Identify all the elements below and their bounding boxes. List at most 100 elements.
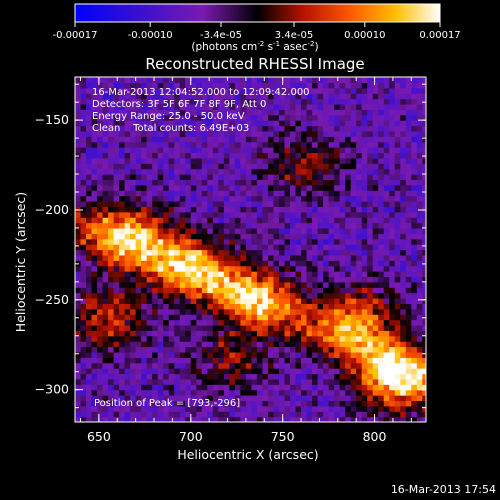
heatmap-cell bbox=[91, 249, 98, 256]
heatmap-cell bbox=[130, 373, 137, 380]
heatmap-cell bbox=[262, 179, 269, 186]
heatmap-cell bbox=[422, 87, 426, 94]
heatmap-cell bbox=[356, 308, 363, 315]
heatmap-cell bbox=[245, 98, 253, 105]
heatmap-cell bbox=[367, 103, 374, 110]
heatmap-cell bbox=[345, 411, 352, 418]
heatmap-cell bbox=[328, 136, 335, 143]
heatmap-cell bbox=[240, 163, 247, 170]
heatmap-cell bbox=[345, 330, 352, 337]
heatmap-cell bbox=[350, 190, 357, 197]
heatmap-cell bbox=[179, 416, 186, 422]
heatmap-cell bbox=[119, 411, 126, 418]
heatmap-cell bbox=[345, 109, 352, 116]
heatmap-cell bbox=[185, 378, 192, 385]
heatmap-cell bbox=[174, 254, 181, 261]
heatmap-cell bbox=[278, 281, 286, 288]
heatmap-cell bbox=[301, 179, 308, 186]
heatmap-cell bbox=[152, 168, 159, 175]
heatmap-cell bbox=[157, 276, 164, 283]
heatmap-cell bbox=[201, 400, 208, 407]
heatmap-cell bbox=[179, 147, 186, 154]
heatmap-cell bbox=[367, 265, 374, 272]
heatmap-cell bbox=[267, 411, 275, 418]
heatmap-cell bbox=[152, 389, 159, 396]
heatmap-cell bbox=[119, 103, 126, 110]
heatmap-cell bbox=[124, 298, 131, 305]
heatmap-cell bbox=[207, 195, 214, 202]
heatmap-cell bbox=[389, 152, 396, 159]
heatmap-cell bbox=[179, 384, 186, 391]
heatmap-cell bbox=[135, 93, 142, 100]
heatmap-cell bbox=[334, 190, 341, 197]
heatmap-cell bbox=[389, 362, 396, 369]
heatmap-cell bbox=[394, 362, 401, 369]
heatmap-cell bbox=[185, 389, 192, 396]
heatmap-cell bbox=[119, 292, 126, 299]
heatmap-cell bbox=[174, 152, 181, 159]
heatmap-cell bbox=[196, 233, 203, 240]
heatmap-cell bbox=[75, 362, 82, 369]
heatmap-cell bbox=[361, 244, 368, 251]
heatmap-cell bbox=[108, 82, 115, 89]
heatmap-cell bbox=[185, 222, 192, 229]
heatmap-cell bbox=[97, 206, 104, 213]
heatmap-cell bbox=[108, 287, 115, 294]
heatmap-cell bbox=[80, 335, 87, 342]
heatmap-cell bbox=[201, 179, 208, 186]
heatmap-cell bbox=[262, 400, 269, 407]
heatmap-cell bbox=[256, 98, 264, 105]
heatmap-cell bbox=[91, 82, 98, 89]
heatmap-cell bbox=[229, 227, 236, 234]
heatmap-cell bbox=[361, 287, 368, 294]
heatmap-cell bbox=[146, 157, 153, 164]
heatmap-cell bbox=[234, 233, 241, 240]
heatmap-cell bbox=[201, 298, 208, 305]
heatmap-cell bbox=[251, 238, 258, 245]
heatmap-cell bbox=[124, 292, 131, 299]
heatmap-cell bbox=[207, 98, 214, 105]
heatmap-cell bbox=[383, 335, 390, 342]
heatmap-cell bbox=[301, 281, 308, 288]
heatmap-cell bbox=[405, 324, 412, 331]
heatmap-cell bbox=[163, 152, 170, 159]
heatmap-cell bbox=[113, 103, 120, 110]
heatmap-cell bbox=[141, 314, 148, 321]
heatmap-cell bbox=[201, 109, 208, 116]
heatmap-cell bbox=[141, 190, 148, 197]
heatmap-cell bbox=[356, 109, 363, 116]
heatmap-cell bbox=[383, 346, 390, 353]
heatmap-cell bbox=[334, 265, 341, 272]
heatmap-cell bbox=[383, 114, 390, 121]
heatmap-cell bbox=[152, 174, 159, 181]
heatmap-cell bbox=[350, 125, 357, 132]
heatmap-cell bbox=[130, 292, 137, 299]
heatmap-cell bbox=[108, 373, 115, 380]
heatmap-cell bbox=[80, 195, 87, 202]
heatmap-cell bbox=[306, 168, 313, 175]
heatmap-cell bbox=[179, 260, 186, 267]
heatmap-cell bbox=[356, 103, 363, 110]
heatmap-cell bbox=[212, 244, 219, 251]
heatmap-cell bbox=[163, 411, 170, 418]
heatmap-cell bbox=[119, 87, 126, 94]
heatmap-cell bbox=[218, 152, 225, 159]
heatmap-cell bbox=[102, 244, 109, 251]
heatmap-cell bbox=[223, 378, 230, 385]
heatmap-cell bbox=[201, 368, 208, 375]
heatmap-cell bbox=[411, 157, 418, 164]
heatmap-cell bbox=[124, 217, 131, 224]
heatmap-cell bbox=[301, 298, 308, 305]
heatmap-cell bbox=[400, 319, 407, 326]
heatmap-cell bbox=[135, 103, 142, 110]
heatmap-cell bbox=[152, 152, 159, 159]
heatmap-cell bbox=[317, 341, 324, 348]
heatmap-cell bbox=[141, 368, 148, 375]
heatmap-cell bbox=[389, 211, 396, 218]
heatmap-cell bbox=[405, 125, 412, 132]
heatmap-cell bbox=[86, 292, 93, 299]
heatmap-cell bbox=[378, 163, 385, 170]
heatmap-cell bbox=[212, 163, 219, 170]
heatmap-cell bbox=[102, 254, 109, 261]
heatmap-cell bbox=[361, 174, 368, 181]
